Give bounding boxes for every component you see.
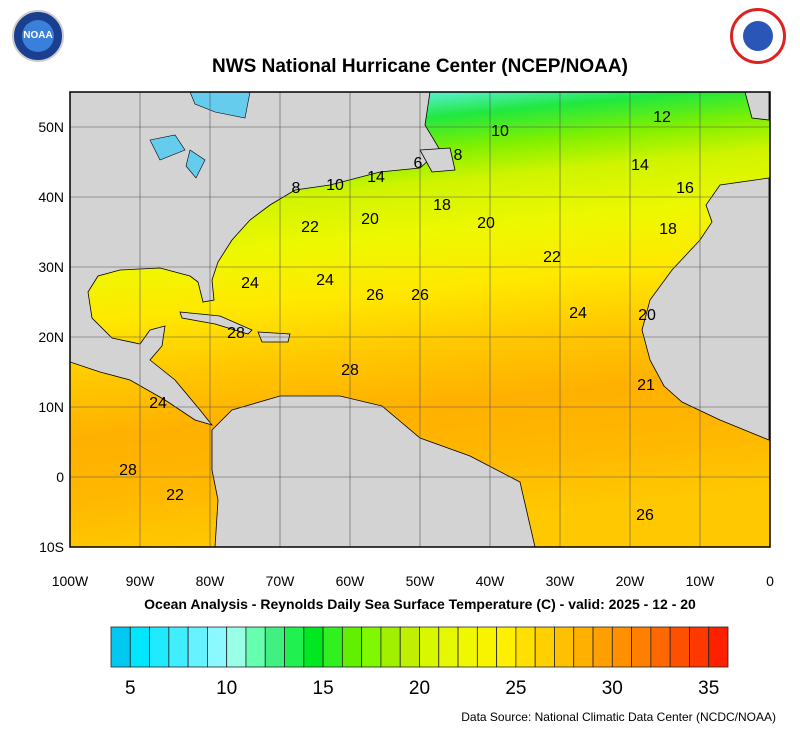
- contour-label: 22: [543, 249, 561, 266]
- lon-tick-label: 0: [766, 573, 774, 589]
- colorbar-swatch: [496, 626, 517, 668]
- colorbar-label: 20: [408, 678, 431, 699]
- lat-tick-label: 30N: [38, 259, 64, 275]
- contour-label: 24: [316, 272, 334, 289]
- colorbar-swatch: [515, 626, 536, 668]
- lon-tick-label: 10W: [686, 573, 716, 589]
- colorbar-swatch: [534, 626, 555, 668]
- lat-tick-label: 40N: [38, 189, 64, 205]
- colorbar-label: 15: [312, 678, 334, 699]
- colorbar-swatch: [303, 626, 324, 668]
- land-africa-europe: [641, 177, 770, 441]
- contour-label: 10: [491, 123, 509, 140]
- colorbar-swatch: [129, 626, 150, 668]
- land-europe-north: [744, 92, 770, 121]
- colorbar-swatch: [361, 626, 382, 668]
- colorbar-swatch: [284, 626, 305, 668]
- page-title: NWS National Hurricane Center (NCEP/NOAA…: [212, 56, 628, 77]
- lat-tick-label: 10S: [39, 539, 64, 555]
- contour-label: 22: [166, 487, 184, 504]
- contour-label: 20: [361, 211, 379, 228]
- lon-tick-label: 20W: [616, 573, 646, 589]
- land-north-america: [70, 92, 441, 426]
- lon-tick-label: 90W: [126, 573, 156, 589]
- contour-label: 20: [477, 215, 495, 232]
- lon-tick-label: 60W: [336, 573, 366, 589]
- colorbar-swatch: [554, 626, 575, 668]
- colorbar-swatch: [322, 626, 343, 668]
- contour-label: 21: [637, 377, 655, 394]
- contour-label: 28: [341, 362, 359, 379]
- colorbar-swatch: [457, 626, 478, 668]
- contour-label: 24: [569, 305, 587, 322]
- contour-label: 28: [119, 462, 137, 479]
- contour-label: 14: [631, 157, 649, 174]
- colorbar-swatch: [631, 626, 652, 668]
- colorbar-swatch: [264, 626, 285, 668]
- lon-tick-label: 100W: [52, 573, 89, 589]
- contour-label: 14: [367, 169, 385, 186]
- data-source: Data Source: National Climatic Data Cent…: [461, 710, 776, 724]
- colorbar-swatch: [207, 626, 228, 668]
- colorbar-label: 35: [698, 678, 720, 699]
- colorbar-swatch: [399, 626, 420, 668]
- lat-tick-label: 0: [56, 469, 64, 485]
- colorbar: [110, 626, 729, 668]
- colorbar-label: 25: [505, 678, 527, 699]
- contour-label: 18: [433, 197, 451, 214]
- colorbar-swatch: [573, 626, 594, 668]
- colorbar-swatch: [149, 626, 170, 668]
- colorbar-label: 30: [601, 678, 623, 699]
- colorbar-label: 10: [216, 678, 238, 699]
- colorbar-swatch: [226, 626, 247, 668]
- contour-label: 26: [636, 507, 654, 524]
- lon-tick-label: 30W: [546, 573, 576, 589]
- contour-label: 18: [659, 221, 677, 238]
- contour-label: 24: [149, 395, 167, 412]
- map-subtitle: Ocean Analysis - Reynolds Daily Sea Surf…: [144, 596, 696, 612]
- lon-tick-label: 50W: [406, 573, 436, 589]
- colorbar-swatch: [110, 626, 131, 668]
- contour-label: 8: [292, 180, 301, 197]
- contour-label: 6: [414, 155, 423, 172]
- lat-tick-label: 10N: [38, 399, 64, 415]
- nws-logo: [730, 8, 786, 64]
- lat-tick-label: 20N: [38, 329, 64, 345]
- lon-tick-label: 80W: [196, 573, 226, 589]
- contour-label: 20: [638, 307, 656, 324]
- colorbar-swatch: [419, 626, 440, 668]
- colorbar-swatch: [187, 626, 208, 668]
- contour-label: 22: [301, 219, 319, 236]
- colorbar-swatch: [168, 626, 189, 668]
- colorbar-swatch: [708, 626, 729, 668]
- colorbar-label: 5: [124, 678, 136, 699]
- colorbar-swatch: [341, 626, 363, 668]
- noaa-logo: NOAA: [12, 10, 64, 62]
- contour-label: 10: [326, 177, 344, 194]
- contour-label: 28: [227, 325, 245, 342]
- noaa-logo-text: NOAA: [22, 20, 54, 52]
- colorbar-swatch: [650, 626, 671, 668]
- colorbar-swatch: [689, 626, 710, 668]
- contour-label: 24: [241, 275, 259, 292]
- sst-map: 10 6 8 12 8 10 14 14 16 18 20 18 20 22 22 24 24 26 26 28 28 2…: [38, 91, 774, 589]
- island-cuba: [179, 311, 253, 335]
- colorbar-swatch: [669, 626, 690, 668]
- colorbar-swatch: [245, 626, 266, 668]
- lon-tick-label: 70W: [266, 573, 296, 589]
- lakes: [149, 92, 251, 179]
- colorbar-swatch: [380, 626, 401, 668]
- lat-tick-label: 50N: [38, 119, 64, 135]
- contour-label: 8: [454, 147, 463, 164]
- colorbar-swatch: [611, 626, 632, 668]
- island-newfoundland: [419, 147, 456, 173]
- contour-label: 12: [653, 109, 671, 126]
- lon-tick-label: 40W: [476, 573, 506, 589]
- contour-label: 26: [366, 287, 384, 304]
- contour-label: 26: [411, 287, 429, 304]
- contour-label: 16: [676, 180, 694, 197]
- colorbar-swatch: [438, 626, 459, 668]
- colorbar-swatch: [592, 626, 613, 668]
- colorbar-swatch: [476, 626, 498, 668]
